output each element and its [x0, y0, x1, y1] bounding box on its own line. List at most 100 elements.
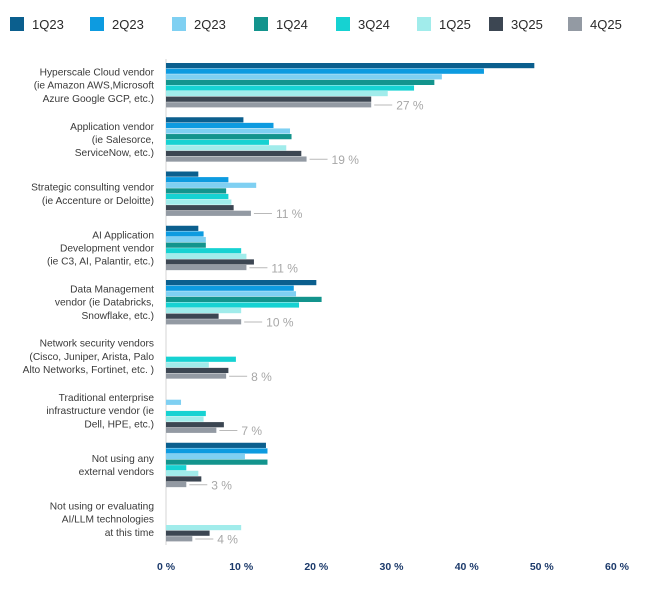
bar-1q23-5: [166, 280, 317, 286]
bar-2q23-3: [166, 177, 229, 183]
legend-swatch: [90, 17, 104, 31]
value-label: 11 %: [271, 261, 298, 275]
bar-1q23-1: [166, 63, 535, 69]
legend-item: 2Q23: [90, 14, 144, 34]
category-label: (ie Salesorce,: [92, 135, 154, 146]
category-label: Traditional enterprise: [59, 393, 155, 404]
bar-2q23-3: [166, 182, 257, 188]
bar-3q25-3: [166, 205, 234, 211]
category-label: (Cisco, Juniper, Arista, Palo: [29, 352, 154, 363]
bar-3q24-4: [166, 248, 242, 254]
bar-3q24-3: [166, 193, 229, 200]
category-label: (ie Accenture or Deloitte): [42, 196, 154, 207]
bar-1q25-2: [166, 145, 287, 151]
value-label: 4 %: [217, 533, 238, 547]
category-label: at this time: [105, 528, 155, 539]
bar-2q23-8: [166, 448, 268, 454]
bar-1q24-2: [166, 134, 292, 140]
bar-4q25-6: [166, 373, 227, 379]
legend-swatch: [568, 17, 582, 31]
legend-swatch: [489, 17, 503, 31]
x-tick-label: 10 %: [229, 561, 254, 573]
legend-item: 1Q24: [254, 14, 308, 34]
category-label: AI Application: [92, 230, 154, 241]
bar-3q24-6: [166, 356, 236, 362]
category-label: ServiceNow, etc.): [75, 148, 154, 159]
bar-2q23-1: [166, 74, 442, 80]
bar-1q25-1: [166, 91, 388, 97]
x-tick-label: 30 %: [380, 561, 405, 573]
value-label: 19 %: [332, 153, 360, 167]
legend-label: 3Q25: [511, 16, 543, 32]
legend-swatch: [336, 17, 350, 31]
legend-item: 1Q25: [417, 14, 471, 34]
category-label: vendor (ie Databricks,: [55, 298, 154, 309]
bar-1q25-6: [166, 362, 209, 368]
legend-item: 3Q25: [489, 14, 543, 34]
bar-1q25-5: [166, 308, 242, 314]
category-label: Application vendor: [70, 122, 154, 133]
legend-item: 4Q25: [568, 14, 622, 34]
x-tick-label: 50 %: [530, 561, 555, 573]
bar-4q25-7: [166, 427, 217, 433]
bar-3q24-7: [166, 410, 206, 417]
bar-4q25-9: [166, 536, 193, 542]
category-label: Not using or evaluating: [50, 502, 155, 513]
legend-label: 2Q23: [112, 16, 144, 32]
bar-2q23-5: [166, 285, 294, 291]
bar-3q25-5: [166, 313, 219, 319]
legend-label: 3Q24: [358, 16, 390, 32]
category-label: (ie C3, AI, Palantir, etc.): [47, 257, 154, 268]
value-label: 3 %: [211, 478, 232, 492]
bar-4q25-2: [166, 156, 307, 162]
category-label: Azure Google GCP, etc.): [43, 94, 154, 105]
bar-3q24-1: [166, 85, 415, 91]
bar-1q25-7: [166, 416, 204, 422]
bar-3q24-8: [166, 465, 187, 471]
x-tick-label: 40 %: [455, 561, 480, 573]
bar-4q25-4: [166, 264, 247, 271]
bar-1q25-4: [166, 253, 247, 259]
bar-1q23-4: [166, 225, 199, 231]
bar-4q25-3: [166, 210, 251, 216]
category-label: AI/LLM technologies: [62, 515, 154, 526]
legend-swatch: [417, 17, 431, 31]
bar-1q23-8: [166, 442, 266, 448]
category-label: Strategic consulting vendor: [31, 183, 154, 194]
legend-label: 1Q25: [439, 16, 471, 32]
legend-label: 1Q23: [32, 16, 64, 32]
bar-3q24-2: [166, 139, 269, 145]
x-tick-label: 60 %: [605, 561, 630, 573]
bar-1q24-1: [166, 79, 435, 85]
bar-2q23-2: [166, 128, 291, 134]
bar-3q25-9: [166, 530, 210, 536]
legend-item: 3Q24: [336, 14, 390, 34]
legend-item: 1Q23: [10, 14, 64, 34]
bar-2q23-5: [166, 291, 297, 297]
bar-1q23-3: [166, 171, 199, 177]
bar-1q25-8: [166, 470, 199, 476]
category-label: Hyperscale Cloud vendor: [40, 68, 155, 79]
legend-label: 1Q24: [276, 16, 308, 32]
bar-2q23-2: [166, 122, 274, 129]
bar-3q25-6: [166, 367, 229, 374]
bar-2q23-8: [166, 453, 245, 460]
value-label: 11 %: [276, 207, 303, 221]
bar-3q25-2: [166, 150, 302, 157]
category-label: (ie Amazon AWS,Microsoft: [34, 81, 154, 92]
value-label: 27 %: [396, 99, 424, 113]
bar-4q25-8: [166, 481, 187, 488]
category-label: Dell, HPE, etc.): [84, 419, 154, 430]
category-label: external vendors: [79, 467, 154, 478]
bar-3q24-5: [166, 302, 300, 308]
legend-swatch: [254, 17, 268, 31]
category-label: Development vendor: [60, 244, 155, 255]
value-label: 8 %: [251, 370, 272, 384]
x-tick-label: 0 %: [157, 561, 176, 573]
bar-2q23-4: [166, 231, 204, 237]
bar-1q24-4: [166, 242, 206, 248]
bar-2q23-1: [166, 68, 484, 74]
bar-1q23-2: [166, 117, 244, 123]
